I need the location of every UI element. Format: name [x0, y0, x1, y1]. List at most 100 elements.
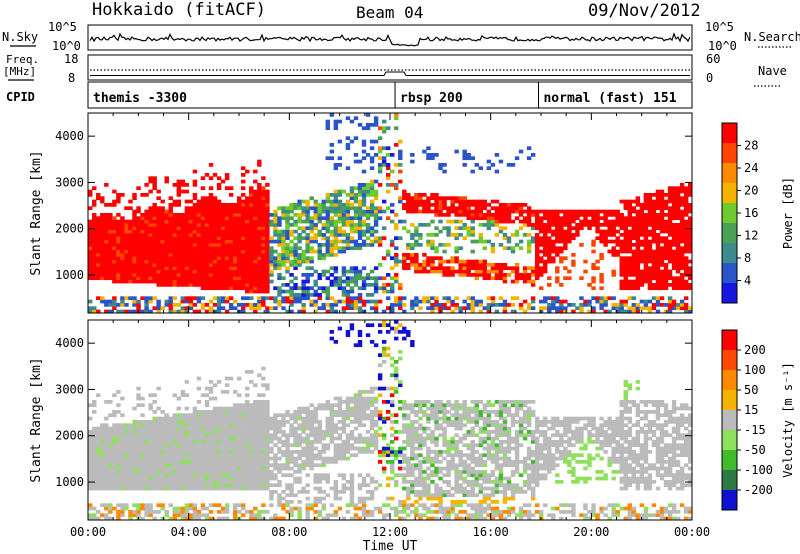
heatmap-cell — [140, 506, 145, 511]
heatmap-cell — [92, 199, 97, 204]
heatmap-cell — [212, 296, 218, 301]
heatmap-cell — [120, 443, 125, 448]
heatmap-cell — [112, 253, 117, 257]
heatmap-cell — [591, 286, 596, 291]
heatmap-cell — [341, 246, 347, 251]
heatmap-cell — [152, 269, 157, 274]
heatmap-cell — [526, 216, 532, 221]
heatmap-cell — [398, 286, 403, 291]
heatmap-cell — [369, 146, 375, 151]
heatmap-cell — [116, 460, 121, 464]
heatmap-cell — [220, 256, 226, 261]
heatmap-cell — [478, 199, 484, 204]
heatmap-cell — [603, 223, 608, 227]
heatmap-cell — [180, 183, 186, 187]
heatmap-cell — [478, 213, 484, 217]
heatmap-cell — [152, 433, 157, 438]
heatmap-cell — [257, 423, 262, 428]
heatmap-cell — [220, 269, 226, 274]
heatmap-cell — [249, 403, 254, 408]
heatmap-cell — [659, 276, 665, 281]
heatmap-cell — [212, 503, 218, 508]
heatmap-cell — [583, 259, 588, 264]
heatmap-cell — [687, 223, 693, 227]
heatmap-cell — [474, 269, 479, 274]
heatmap-cell — [655, 263, 661, 267]
heatmap-cell — [249, 236, 254, 241]
heatmap-cell — [285, 296, 290, 301]
heatmap-cell — [265, 443, 270, 448]
heatmap-cell — [212, 213, 218, 217]
heatmap-cell — [547, 216, 552, 221]
heatmap-cell — [385, 153, 391, 157]
heatmap-cell — [349, 216, 355, 221]
heatmap-cell — [406, 209, 411, 214]
heatmap-cell — [442, 306, 447, 311]
heatmap-cell — [277, 299, 282, 304]
heatmap-cell — [450, 256, 455, 261]
heatmap-cell — [341, 233, 347, 237]
heatmap-cell — [257, 273, 262, 277]
heatmap-cell — [96, 433, 101, 438]
heatmap-cell — [140, 263, 145, 267]
heatmap-cell — [241, 450, 246, 454]
heatmap-cell — [390, 289, 395, 294]
heatmap-cell — [269, 223, 274, 227]
heatmap-cell — [462, 266, 467, 271]
heatmap-cell — [667, 299, 673, 304]
heatmap-cell — [164, 276, 169, 281]
heatmap-cell — [398, 303, 403, 307]
heatmap-cell — [498, 226, 504, 231]
heatmap-cell — [241, 433, 246, 438]
freq-panel — [87, 54, 693, 81]
heatmap-cell — [458, 209, 463, 214]
heatmap-cell — [241, 306, 246, 311]
heatmap-cell — [442, 199, 447, 204]
heatmap-cell — [236, 423, 242, 428]
heatmap-cell — [216, 183, 222, 187]
heatmap-cell — [490, 213, 496, 217]
heatmap-cell — [108, 430, 113, 434]
heatmap-cell — [192, 229, 198, 234]
heatmap-cell — [116, 223, 121, 227]
heatmap-cell — [329, 206, 335, 211]
heatmap-cell — [414, 303, 419, 307]
heatmap-cell — [152, 306, 157, 311]
heatmap-cell — [136, 263, 141, 267]
heatmap-cell — [228, 420, 234, 424]
heatmap-cell — [132, 450, 137, 454]
heatmap-cell — [164, 430, 169, 434]
heatmap-cell — [414, 226, 419, 231]
heatmap-cell — [325, 206, 330, 211]
heatmap-cell — [603, 209, 608, 214]
heatmap-cell — [148, 443, 153, 448]
heatmap-cell — [204, 436, 210, 441]
heatmap-cell — [188, 219, 194, 224]
heatmap-cell — [551, 243, 556, 247]
heatmap-cell — [140, 440, 145, 444]
heatmap-cell — [510, 249, 516, 254]
heatmap-cell — [180, 296, 186, 301]
heatmap-cell — [261, 209, 266, 214]
heatmap-cell — [643, 266, 649, 271]
heatmap-cell — [514, 296, 520, 301]
heatmap-cell — [655, 279, 661, 284]
heatmap-cell — [116, 440, 121, 444]
heatmap-cell — [100, 233, 105, 237]
heatmap-cell — [220, 223, 226, 227]
heatmap-cell — [526, 209, 532, 214]
heatmap-cell — [325, 209, 330, 214]
heatmap-cell — [309, 219, 314, 224]
heatmap-cell — [160, 216, 165, 221]
heatmap-cell — [490, 296, 496, 301]
heatmap-cell — [675, 256, 681, 261]
heatmap-cell — [474, 303, 479, 307]
heatmap-cell — [301, 256, 306, 261]
heatmap-cell — [192, 483, 198, 488]
heatmap-cell — [208, 390, 214, 394]
heatmap-cell — [667, 269, 673, 274]
heatmap-cell — [297, 286, 302, 291]
heatmap-cell — [285, 473, 290, 478]
heatmap-cell — [349, 299, 355, 304]
heatmap-cell — [627, 199, 632, 204]
